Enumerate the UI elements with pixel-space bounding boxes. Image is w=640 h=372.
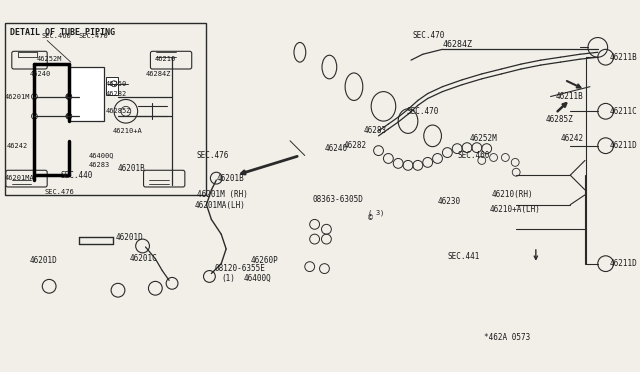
- Text: 46252M: 46252M: [36, 56, 62, 62]
- Text: 46201M: 46201M: [5, 93, 31, 100]
- Text: 46250: 46250: [106, 81, 127, 87]
- Text: 46211B: 46211B: [556, 92, 583, 101]
- Text: SEC.476: SEC.476: [196, 151, 229, 160]
- Text: (: (: [368, 209, 372, 216]
- Text: 46285Z: 46285Z: [106, 108, 132, 114]
- Text: 46201D: 46201D: [116, 232, 144, 242]
- Text: *462A 0573: *462A 0573: [484, 333, 530, 342]
- Text: 46201M (RH): 46201M (RH): [196, 190, 248, 199]
- Text: 46242: 46242: [561, 134, 584, 143]
- Circle shape: [66, 113, 72, 119]
- Text: 46230: 46230: [438, 197, 461, 206]
- Text: 46210+A: 46210+A: [113, 128, 143, 134]
- FancyBboxPatch shape: [150, 51, 192, 69]
- Text: SEC.460: SEC.460: [457, 151, 490, 160]
- Text: 08120-6355E: 08120-6355E: [214, 264, 265, 273]
- Text: 08363-6305D: 08363-6305D: [313, 195, 364, 204]
- Text: 46282: 46282: [106, 90, 127, 97]
- Text: SEC.476: SEC.476: [44, 189, 74, 195]
- Text: SEC.470: SEC.470: [413, 31, 445, 40]
- Text: SEC.460: SEC.460: [42, 33, 71, 39]
- Text: 46283: 46283: [364, 126, 387, 135]
- Text: 46211D: 46211D: [609, 141, 637, 150]
- Text: 46285Z: 46285Z: [546, 115, 573, 124]
- Text: 46240: 46240: [324, 144, 348, 153]
- Text: 46201B: 46201B: [216, 174, 244, 183]
- Text: 46201D: 46201D: [29, 256, 57, 265]
- Text: (1): (1): [221, 274, 235, 283]
- Text: 46211B: 46211B: [609, 53, 637, 62]
- Text: 46400Q: 46400Q: [244, 274, 271, 283]
- Text: 46282: 46282: [344, 141, 367, 150]
- Text: ©: ©: [368, 213, 372, 222]
- Text: 46284Z: 46284Z: [442, 40, 472, 49]
- Bar: [69, 67, 104, 121]
- Text: 46210(RH): 46210(RH): [492, 190, 533, 199]
- Text: 46400Q: 46400Q: [88, 153, 114, 158]
- FancyBboxPatch shape: [12, 51, 47, 69]
- Text: SEC.470: SEC.470: [79, 33, 108, 39]
- Text: 46211C: 46211C: [609, 107, 637, 116]
- Text: 46201MA(LH): 46201MA(LH): [195, 201, 246, 210]
- FancyBboxPatch shape: [6, 170, 47, 187]
- Text: 46210+A(LH): 46210+A(LH): [490, 205, 541, 214]
- Text: 46210: 46210: [154, 56, 175, 62]
- Text: 46242: 46242: [7, 143, 28, 149]
- Text: 46284Z: 46284Z: [145, 71, 171, 77]
- Text: 46283: 46283: [88, 162, 109, 169]
- Text: SEC.441: SEC.441: [447, 252, 480, 261]
- Bar: [5, 23, 207, 195]
- Text: ): ): [380, 209, 384, 216]
- Text: 46260P: 46260P: [251, 256, 278, 265]
- Text: 46252M: 46252M: [470, 134, 498, 143]
- Text: 46201C: 46201C: [130, 254, 157, 263]
- Text: DETAIL OF TUBE PIPING: DETAIL OF TUBE PIPING: [10, 28, 115, 37]
- Bar: [106, 77, 118, 94]
- Text: 46201MA: 46201MA: [5, 175, 35, 181]
- Circle shape: [66, 94, 72, 99]
- Text: 3: 3: [376, 209, 380, 215]
- Text: 46211D: 46211D: [609, 259, 637, 268]
- Text: 46240: 46240: [29, 71, 51, 77]
- FancyBboxPatch shape: [143, 170, 185, 187]
- Text: 46201B: 46201B: [118, 164, 146, 173]
- Text: SEC.470: SEC.470: [406, 107, 438, 116]
- Text: SEC.440: SEC.440: [61, 171, 93, 180]
